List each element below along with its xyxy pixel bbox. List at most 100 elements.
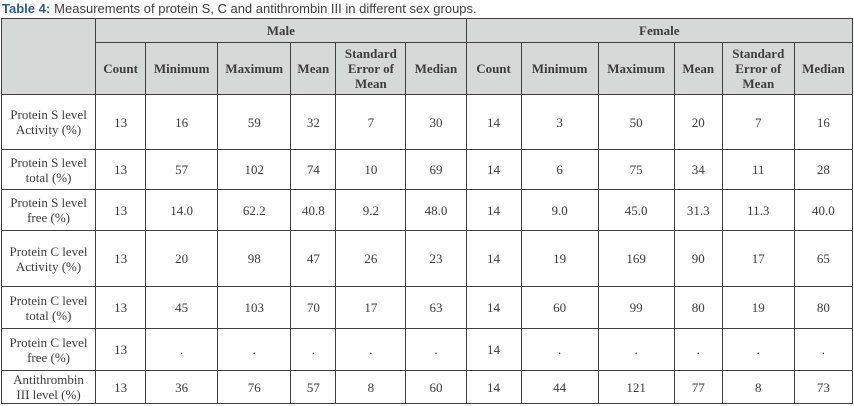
table-row: Protein C level free (%) 13..... 14..... [0, 328, 854, 371]
table-caption-text: Measurements of protein S, C and antithr… [54, 1, 477, 16]
table-cell: 19 [520, 230, 599, 287]
table-cell: 59 [217, 94, 292, 150]
table-cell: 26 [335, 230, 407, 287]
table-cell: 9.2 [335, 189, 407, 231]
table-cell: . [793, 328, 854, 371]
table-cell: 40.0 [793, 189, 854, 231]
table-cell: 40.8 [290, 189, 337, 231]
table-cell: 63 [405, 286, 467, 329]
row-label: Protein C level Activity (%) [0, 230, 97, 287]
table-cell: 19 [721, 286, 795, 329]
table-cell: 20 [673, 94, 723, 150]
table-cell: 7 [335, 94, 407, 150]
table-cell: 74 [290, 149, 337, 190]
table-cell: 3 [520, 94, 599, 150]
table-row: Protein C level total (%) 13 45 103 70 17 63 14… [0, 286, 854, 329]
table-cell: 14 [465, 370, 522, 404]
table-cell: 57 [290, 370, 337, 404]
table-row: Protein S level free (%) 13 14.0 62.2 40.8 9.… [0, 189, 854, 231]
table-row: Protein S level total (%) 13 57 102 74 10 69 14… [0, 149, 854, 190]
table-cell: 99 [597, 286, 675, 329]
table-cell: 45 [145, 286, 219, 329]
table-cell: 14 [465, 189, 522, 231]
table-cell: 13 [95, 94, 147, 150]
table-cell: 90 [673, 230, 723, 287]
table-cell: 14 [465, 230, 522, 287]
table-cell: . [217, 328, 292, 371]
table-cell: 65 [793, 230, 854, 287]
table-cell: 75 [597, 149, 675, 190]
subheader-female-mean: Mean [673, 42, 723, 95]
subheader-male-minimum: Minimum [145, 42, 219, 95]
table-row: Antithrombin III level (%) 13 36 76 57 8 60 14 4… [0, 370, 854, 404]
table-cell: 73 [793, 370, 854, 404]
table-cell: 169 [597, 230, 675, 287]
corner-cell [0, 18, 97, 95]
table-cell: . [145, 328, 219, 371]
table-cell: 98 [217, 230, 292, 287]
table-cell: 10 [335, 149, 407, 190]
subheader-female-count: Count [465, 42, 522, 95]
row-label: Protein S level Activity (%) [0, 94, 97, 150]
table-cell: 6 [520, 149, 599, 190]
row-label: Protein S level total (%) [0, 149, 97, 190]
table-cell: 70 [290, 286, 337, 329]
table-cell: 13 [95, 189, 147, 231]
table-cell: 31.3 [673, 189, 723, 231]
measurements-table: Male Female Count Minimum Maximum Mean Stand… [0, 18, 854, 404]
table-caption: Table 4: Measurements of protein S, C and… [0, 0, 854, 18]
table-cell: . [405, 328, 467, 371]
table-cell: 60 [520, 286, 599, 329]
subheader-male-maximum: Maximum [217, 42, 292, 95]
table-cell: 47 [290, 230, 337, 287]
table-cell: 30 [405, 94, 467, 150]
table-cell: 11 [721, 149, 795, 190]
table-cell: 13 [95, 149, 147, 190]
row-label: Antithrombin III level (%) [0, 370, 97, 404]
table-cell: 14.0 [145, 189, 219, 231]
subheader-male-count: Count [95, 42, 147, 95]
table-cell: 34 [673, 149, 723, 190]
table-cell: 13 [95, 230, 147, 287]
table-cell: 20 [145, 230, 219, 287]
group-header-row: Male Female [0, 18, 854, 95]
table-cell: 17 [335, 286, 407, 329]
table-cell: 11.3 [721, 189, 795, 231]
table-cell: 13 [95, 286, 147, 329]
table-row: Protein C level Activity (%) 13 20 98 47 26 23… [0, 230, 854, 287]
table-cell: 60 [405, 370, 467, 404]
table-cell: 57 [145, 149, 219, 190]
row-label: Protein S level free (%) [0, 189, 97, 231]
subheader-row: Count Minimum Maximum Mean Standard Error of… [2, 42, 854, 95]
table-cell: . [520, 328, 599, 371]
table-cell: 7 [721, 94, 795, 150]
table-cell: 50 [597, 94, 675, 150]
table-cell: . [290, 328, 337, 371]
subheader-female-minimum: Minimum [520, 42, 599, 95]
table-cell: 16 [145, 94, 219, 150]
table-cell: 32 [290, 94, 337, 150]
table-cell: 36 [145, 370, 219, 404]
subheader-male-median: Median [405, 42, 467, 95]
table-cell: . [335, 328, 407, 371]
row-label: Protein C level total (%) [0, 286, 97, 329]
table-row: Protein S level Activity (%) 13 16 59 32 7 30 1… [0, 94, 854, 150]
table-cell: 16 [793, 94, 854, 150]
table-cell: 23 [405, 230, 467, 287]
subheader-female-maximum: Maximum [597, 42, 675, 95]
row-label: Protein C level free (%) [0, 328, 97, 371]
table-cell: 102 [217, 149, 292, 190]
table-cell: 8 [721, 370, 795, 404]
table-cell: 9.0 [520, 189, 599, 231]
table-cell: 8 [335, 370, 407, 404]
table-cell: 121 [597, 370, 675, 404]
table-cell: . [673, 328, 723, 371]
table-cell: 13 [95, 328, 147, 371]
table-cell: 48.0 [405, 189, 467, 231]
table-cell: 76 [217, 370, 292, 404]
table-cell: 14 [465, 149, 522, 190]
table-cell: . [721, 328, 795, 371]
table-cell: . [597, 328, 675, 371]
table-cell: 17 [721, 230, 795, 287]
